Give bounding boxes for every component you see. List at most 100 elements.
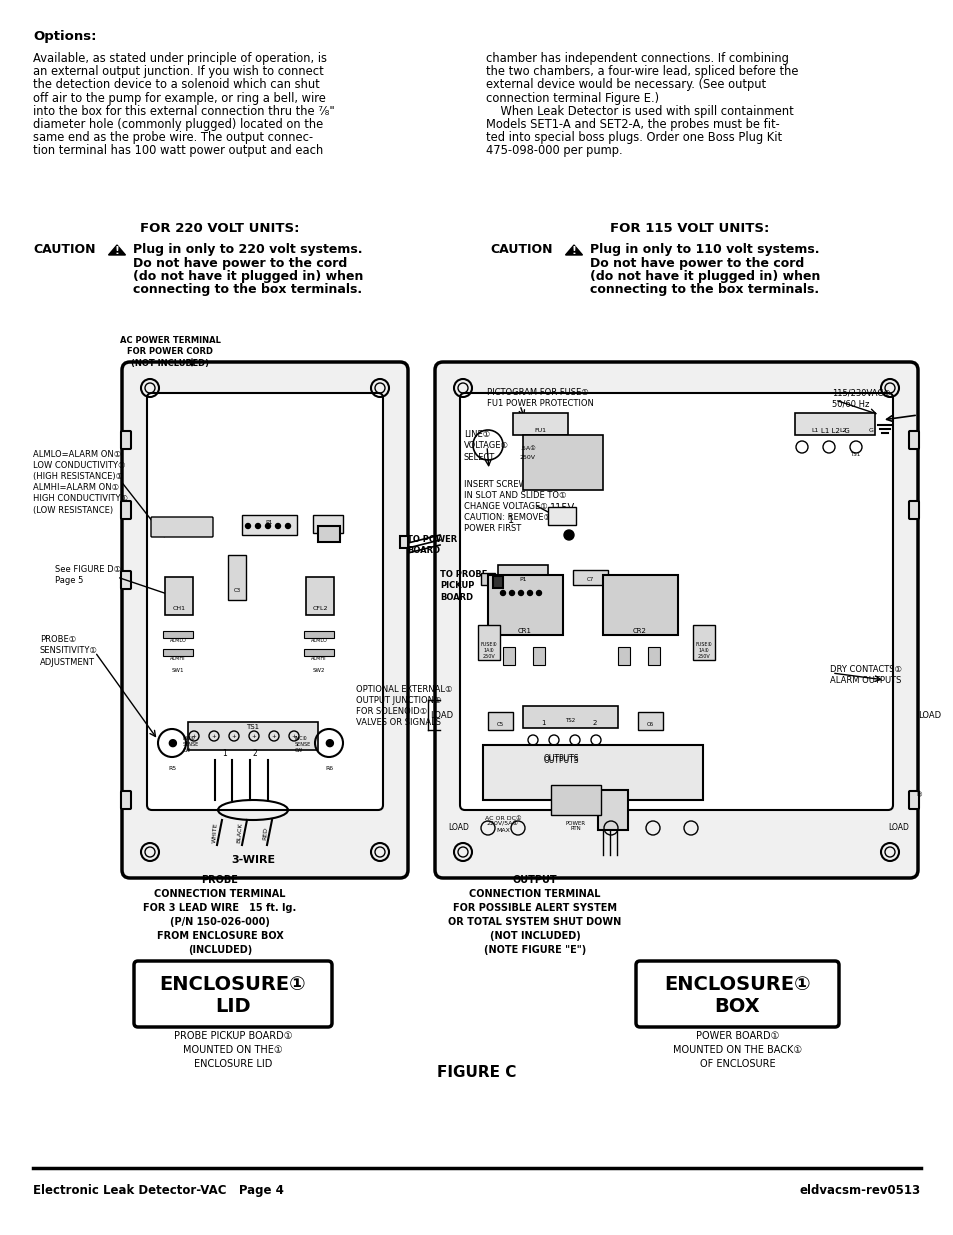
Text: LOAD: LOAD [917, 710, 941, 720]
Bar [522, 435, 602, 490]
Text: CR1: CR1 [517, 629, 532, 634]
Text: DRY CONTACTS①
ALARM OUTPUTS: DRY CONTACTS① ALARM OUTPUTS [829, 664, 901, 685]
Bar [551, 785, 600, 815]
Text: +: + [232, 734, 236, 739]
Text: TO PROBE
PICKUP
BOARD: TO PROBE PICKUP BOARD [439, 571, 487, 601]
Text: When Leak Detector is used with spill containment: When Leak Detector is used with spill co… [485, 105, 793, 117]
Bar [497, 564, 547, 583]
Text: See FIGURE D①
Page 5: See FIGURE D① Page 5 [55, 564, 121, 585]
Circle shape [255, 524, 260, 529]
Circle shape [518, 590, 523, 595]
Text: CFL2: CFL2 [312, 606, 328, 611]
Text: 115/230VAC①
50/60 Hz: 115/230VAC① 50/60 Hz [831, 388, 890, 409]
Bar [163, 650, 193, 656]
Bar [513, 412, 567, 435]
Text: ●: ● [324, 739, 334, 748]
FancyBboxPatch shape [147, 393, 382, 810]
Bar [533, 647, 544, 664]
Text: Do not have power to the cord: Do not have power to the cord [132, 257, 347, 269]
Text: +: + [212, 734, 216, 739]
Text: LOAD: LOAD [430, 710, 453, 720]
Text: +: + [272, 734, 276, 739]
Text: !: ! [114, 246, 119, 256]
Text: L1: L1 [810, 429, 818, 433]
Text: BOX: BOX [714, 997, 760, 1016]
Text: G: G [867, 429, 873, 433]
Text: OUTPUT
CONNECTION TERMINAL
FOR POSSIBLE ALERT SYSTEM
OR TOTAL SYSTEM SHUT DOWN
(: OUTPUT CONNECTION TERMINAL FOR POSSIBLE … [448, 876, 621, 955]
Text: CR2: CR2 [633, 629, 646, 634]
Bar [482, 745, 702, 800]
Text: +: + [252, 734, 256, 739]
Text: ●: ● [167, 739, 176, 748]
Text: SW2: SW2 [313, 668, 325, 673]
Text: ted into special boss plugs. Order one Boss Plug Kit: ted into special boss plugs. Order one B… [485, 131, 781, 144]
Text: OUTPUTS: OUTPUTS [542, 756, 578, 764]
Bar [602, 576, 678, 635]
Text: 1: 1 [540, 720, 545, 726]
Text: (do not have it plugged in) when: (do not have it plugged in) when [132, 270, 363, 283]
Text: the detection device to a solenoid which can shut: the detection device to a solenoid which… [33, 78, 319, 91]
Text: LOAD: LOAD [448, 824, 469, 832]
Text: !: ! [571, 246, 576, 256]
FancyBboxPatch shape [121, 501, 131, 519]
Circle shape [245, 524, 251, 529]
Text: AC OR DC①
220V/5A①
MAX: AC OR DC① 220V/5A① MAX [484, 816, 520, 832]
Bar [488, 576, 562, 635]
Bar [188, 722, 317, 750]
Text: 475-098-000 per pump.: 475-098-000 per pump. [485, 144, 622, 157]
Text: WHITE: WHITE [212, 823, 218, 844]
Text: ALMHI: ALMHI [311, 657, 327, 662]
Bar [165, 577, 193, 615]
Text: FUSE①
1A①
250V: FUSE① 1A① 250V [695, 642, 712, 658]
Bar [598, 790, 627, 830]
Text: the two chambers, a four-wire lead, spliced before the: the two chambers, a four-wire lead, spli… [485, 65, 798, 78]
Bar [399, 536, 408, 548]
Bar [228, 555, 246, 600]
Circle shape [265, 524, 271, 529]
Circle shape [500, 590, 505, 595]
Bar [493, 576, 502, 588]
Text: FOR 220 VOLT UNITS:: FOR 220 VOLT UNITS: [140, 222, 299, 235]
Text: PROBE PICKUP BOARD①
MOUNTED ON THE①
ENCLOSURE LID: PROBE PICKUP BOARD① MOUNTED ON THE① ENCL… [173, 1031, 292, 1070]
Text: P1: P1 [518, 577, 526, 582]
Text: 1: 1 [507, 515, 514, 525]
Bar [547, 508, 576, 525]
Text: C6: C6 [646, 722, 653, 727]
Text: chamber has independent connections. If combining: chamber has independent connections. If … [485, 52, 788, 65]
Bar [313, 515, 343, 534]
Text: ALMLO: ALMLO [170, 638, 186, 643]
Circle shape [509, 590, 514, 595]
Text: C5: C5 [496, 722, 503, 727]
FancyBboxPatch shape [121, 431, 131, 450]
Text: ALMLO=ALARM ON①
LOW CONDUCTIVITY①
(HIGH RESISTANCE)①
ALMHI=ALARM ON①
HIGH CONDUC: ALMLO=ALARM ON① LOW CONDUCTIVITY① (HIGH … [33, 450, 128, 515]
Text: connecting to the box terminals.: connecting to the box terminals. [132, 284, 362, 296]
Text: ENCLOSURE①: ENCLOSURE① [159, 974, 306, 994]
Text: +: + [292, 734, 296, 739]
Text: LID: LID [215, 997, 251, 1016]
Text: same end as the probe wire. The output connec-: same end as the probe wire. The output c… [33, 131, 313, 144]
FancyBboxPatch shape [121, 790, 131, 809]
Bar [794, 412, 874, 435]
Text: an external output junction. If you wish to connect: an external output junction. If you wish… [33, 65, 323, 78]
Text: diameter hole (commonly plugged) located on the: diameter hole (commonly plugged) located… [33, 119, 323, 131]
Text: LINE①
VOLTAGE①
SELECT: LINE① VOLTAGE① SELECT [463, 430, 509, 462]
Text: POWER BOARD①
MOUNTED ON THE BACK①
OF ENCLOSURE: POWER BOARD① MOUNTED ON THE BACK① OF ENC… [672, 1031, 801, 1070]
Text: FOR 115 VOLT UNITS:: FOR 115 VOLT UNITS: [610, 222, 769, 235]
Text: external device would be necessary. (See output: external device would be necessary. (See… [485, 78, 765, 91]
Text: INC①
SENSE
CW: INC① SENSE CW [294, 736, 311, 752]
Text: PICTOGRAM FOR FUSE①
FU1 POWER PROTECTION: PICTOGRAM FOR FUSE① FU1 POWER PROTECTION [486, 388, 594, 409]
Text: Plug in only to 110 volt systems.: Plug in only to 110 volt systems. [589, 243, 819, 256]
Text: +: + [192, 734, 196, 739]
Bar [638, 713, 662, 730]
Text: INC①
SENSE
CW: INC① SENSE CW [183, 736, 199, 752]
Text: connection terminal Figure E.): connection terminal Figure E.) [485, 91, 659, 105]
FancyBboxPatch shape [459, 393, 892, 810]
Text: L1 L2  G: L1 L2 G [820, 429, 848, 433]
FancyBboxPatch shape [133, 961, 332, 1028]
FancyBboxPatch shape [636, 961, 838, 1028]
Text: 2: 2 [253, 748, 257, 757]
Bar [317, 526, 339, 542]
Bar [480, 573, 495, 585]
Text: 2: 2 [592, 720, 597, 726]
Text: R6: R6 [325, 766, 333, 771]
